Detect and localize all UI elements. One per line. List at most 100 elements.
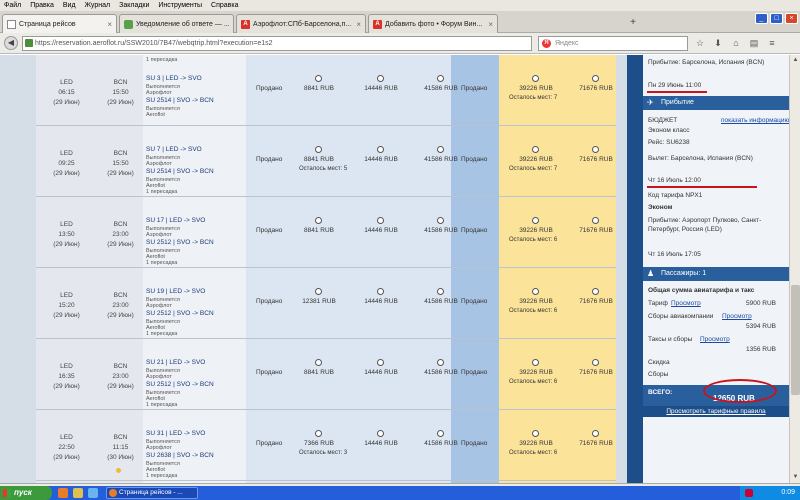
fare-radio[interactable] [532, 75, 539, 82]
transfer-label: 1 пересадка [146, 402, 178, 408]
fare-radio[interactable] [532, 217, 539, 224]
fees-view-link[interactable]: Просмотр [722, 313, 752, 320]
fare-price: 41586 RUB [424, 298, 458, 305]
fare-radio[interactable] [315, 75, 322, 82]
bookmarks-icon[interactable]: ▤ [749, 38, 759, 48]
menu-item[interactable]: Справка [211, 2, 239, 9]
folder-icon[interactable] [73, 488, 83, 498]
fare-radio[interactable] [315, 430, 322, 437]
segment-2-route[interactable]: SU 2514 | SVO -> BCN [146, 97, 214, 104]
segment-1-route[interactable]: SU 7 | LED -> SVO [146, 146, 202, 153]
tab-forum[interactable]: А Добавить фото • Форум Вин... × [368, 14, 498, 33]
search-input[interactable]: Я Яндекс [538, 36, 688, 51]
fare-radio[interactable] [592, 75, 599, 82]
fare-radio[interactable] [532, 430, 539, 437]
tab-aeroflot[interactable]: А Аэрофлот:СПб-Барселона,п... × [236, 14, 366, 33]
departure-time: 16:35 [58, 373, 75, 380]
close-icon[interactable]: × [356, 19, 361, 29]
fare-radio[interactable] [377, 217, 384, 224]
fare-radio[interactable] [437, 359, 444, 366]
segment-2-route[interactable]: SU 2512 | SVO -> BCN [146, 310, 214, 317]
tab-flights-page[interactable]: Страница рейсов × [2, 14, 117, 33]
url-input[interactable]: https://reservation.aeroflot.ru/SSW2010/… [22, 36, 532, 51]
sold-out-label: Продано [256, 227, 283, 234]
sold-out-label: Продано [461, 156, 488, 163]
fare-view-link[interactable]: Просмотр [671, 300, 701, 307]
browser-icon[interactable] [58, 488, 68, 498]
clock: 0:09 [781, 489, 795, 496]
fare-radio[interactable] [437, 288, 444, 295]
new-tab-button[interactable]: + [630, 17, 636, 28]
menu-item[interactable]: Инструменты [158, 2, 203, 9]
fare-radio[interactable] [437, 146, 444, 153]
fare-rules-link[interactable]: Просмотреть тарифные правила [643, 406, 789, 417]
scroll-up-icon[interactable]: ▲ [792, 57, 799, 63]
sold-out-label: Продано [256, 440, 283, 447]
fare-radio[interactable] [592, 217, 599, 224]
segment-1-route[interactable]: SU 21 | LED -> SVO [146, 359, 206, 366]
back-arrow-icon[interactable]: ◀ [4, 36, 18, 50]
segment-1-route[interactable]: SU 19 | LED -> SVO [146, 288, 206, 295]
fare-radio[interactable] [377, 430, 384, 437]
sold-out-label: Продано [256, 156, 283, 163]
fare-radio[interactable] [315, 217, 322, 224]
menu-item[interactable]: Вид [62, 2, 76, 9]
segment-2-route[interactable]: SU 2514 | SVO -> BCN [146, 168, 214, 175]
segment-1-route[interactable]: SU 3 | LED -> SVO [146, 75, 202, 82]
segment-2-route[interactable]: SU 2638 | SVO -> BCN [146, 452, 214, 459]
arrival-cell: BCN 11:15 (30 Июн) [98, 433, 143, 463]
close-icon[interactable]: × [233, 20, 234, 29]
close-window-button[interactable]: × [785, 13, 798, 24]
menu-item[interactable]: Журнал [84, 2, 111, 9]
menu-item[interactable]: Закладки [119, 2, 150, 9]
fare-radio[interactable] [532, 288, 539, 295]
download-icon[interactable]: ⬇ [714, 38, 722, 48]
media-icon[interactable] [88, 488, 98, 498]
flight-times: LED 22:50 (29 Июн) BCN 11:15 (30 Июн) [36, 410, 143, 480]
scroll-down-icon[interactable]: ▼ [792, 474, 799, 480]
close-icon[interactable]: × [107, 19, 112, 29]
show-info-link[interactable]: показать информацию [721, 117, 790, 124]
fare-radio[interactable] [592, 146, 599, 153]
tab-email[interactable]: Уведомление об ответе — ... × [119, 14, 234, 33]
fare-radio[interactable] [377, 359, 384, 366]
star-icon[interactable]: ☆ [695, 38, 705, 48]
arrival-date: (29 Июн) [107, 241, 134, 248]
fare-radio[interactable] [315, 359, 322, 366]
segment-1-route[interactable]: SU 17 | LED -> SVO [146, 217, 206, 224]
menu-icon[interactable]: ≡ [769, 38, 775, 48]
flight-times: LED 09:25 (29 Июн) BCN 15:50 (29 Июн) [36, 126, 143, 196]
fare-radio[interactable] [532, 359, 539, 366]
menu-item[interactable]: Правка [30, 2, 54, 9]
fare-radio[interactable] [315, 146, 322, 153]
segment-2-route[interactable]: SU 2512 | SVO -> BCN [146, 239, 214, 246]
fare-radio[interactable] [592, 288, 599, 295]
fare-radio[interactable] [592, 430, 599, 437]
taskbar-item-flights[interactable]: Страница рейсов - ... [106, 487, 198, 499]
taxes-view-link[interactable]: Просмотр [700, 336, 730, 343]
tray-icon[interactable] [745, 489, 753, 497]
fare-label: Тариф [648, 300, 668, 307]
fare-radio[interactable] [377, 288, 384, 295]
navigation-bar: ◀ https://reservation.aeroflot.ru/SSW201… [0, 33, 800, 54]
segment-2-route[interactable]: SU 2512 | SVO -> BCN [146, 381, 214, 388]
segment-1-route[interactable]: SU 31 | LED -> SVO [146, 430, 206, 437]
scrollbar-thumb[interactable] [791, 285, 800, 395]
fare-radio[interactable] [315, 288, 322, 295]
seats-left: Осталось мест: 6 [509, 237, 558, 243]
fare-radio[interactable] [532, 146, 539, 153]
fare-radio[interactable] [437, 75, 444, 82]
segment-2-carrier: Aeroflot [146, 396, 165, 402]
menu-item[interactable]: Файл [4, 2, 22, 9]
fare-radio[interactable] [437, 430, 444, 437]
page-scrollbar[interactable]: ▲ ▼ [789, 55, 800, 483]
fare-radio[interactable] [377, 75, 384, 82]
minimize-button[interactable]: _ [755, 13, 768, 24]
fare-radio[interactable] [437, 217, 444, 224]
fare-radio[interactable] [592, 359, 599, 366]
home-icon[interactable]: ⌂ [733, 38, 739, 48]
close-icon[interactable]: × [488, 19, 493, 29]
start-button[interactable]: пуск [0, 486, 52, 500]
fare-radio[interactable] [377, 146, 384, 153]
maximize-button[interactable]: □ [770, 13, 783, 24]
